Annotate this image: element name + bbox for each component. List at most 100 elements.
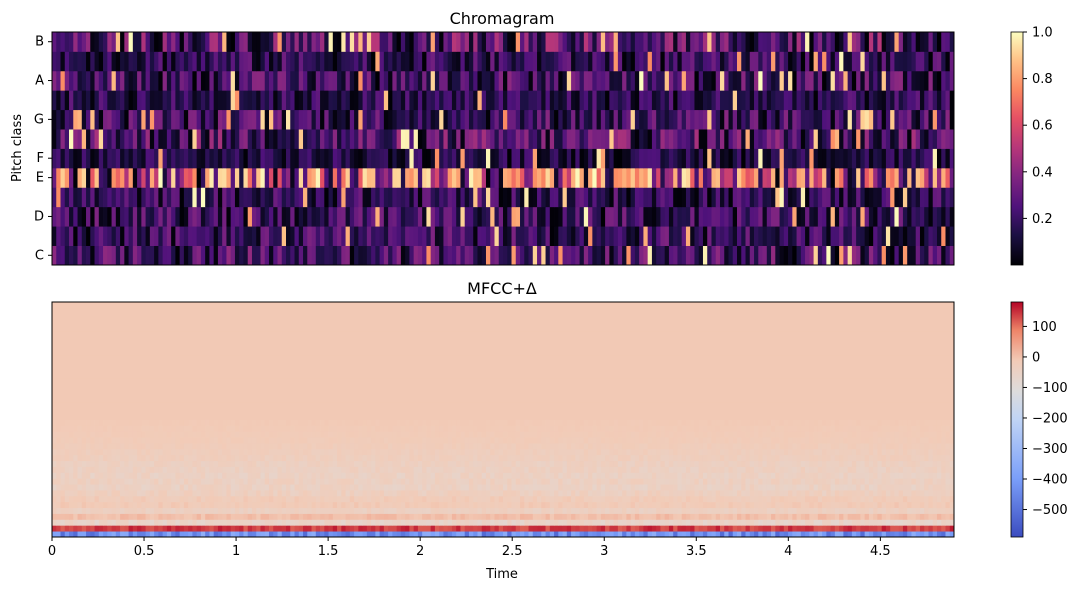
mfcc-cell: [788, 519, 793, 526]
mfcc-cell: [192, 490, 198, 497]
mfcc-cell: [634, 525, 640, 532]
mfcc-cell: [617, 501, 623, 509]
chroma-cell: [515, 51, 521, 72]
chroma-cell: [915, 148, 921, 169]
chroma-cell: [349, 245, 355, 266]
mfcc-cell: [188, 478, 193, 485]
chroma-cell: [711, 70, 717, 91]
chroma-cell: [498, 206, 504, 227]
chroma-cell: [405, 129, 410, 149]
chroma-cell: [298, 90, 304, 111]
chroma-cell: [528, 206, 534, 227]
chroma-cell: [294, 206, 300, 227]
mfcc-cell: [226, 519, 232, 526]
mfcc-cell: [451, 490, 457, 497]
chroma-cell: [145, 32, 151, 52]
chroma-cell: [222, 148, 227, 169]
chroma-cell: [494, 70, 500, 91]
chroma-cell: [417, 206, 423, 227]
chroma-cell: [847, 51, 853, 72]
chroma-cell: [800, 109, 806, 130]
chroma-cell: [685, 70, 691, 91]
chroma-cell: [537, 187, 542, 208]
mfcc-cell: [945, 525, 951, 532]
mfcc-cell: [634, 495, 640, 503]
chroma-cell: [349, 70, 355, 91]
chroma-cell: [622, 206, 627, 227]
chroma-cell: [298, 167, 304, 188]
mfcc-cell: [200, 519, 206, 526]
chroma-cell: [749, 245, 755, 266]
chroma-cell: [809, 90, 814, 111]
mfcc-cell: [766, 472, 772, 479]
chroma-cell: [409, 90, 415, 111]
chroma-cell: [345, 226, 351, 246]
mfcc-cell: [792, 531, 797, 538]
mfcc-cell: [839, 495, 844, 503]
chroma-cell: [673, 90, 678, 111]
mfcc-cell: [847, 513, 853, 520]
chroma-cell: [643, 187, 649, 208]
chroma-cell: [149, 245, 155, 266]
chroma-cell: [64, 70, 70, 91]
mfcc-cell: [732, 501, 738, 509]
chroma-cell: [541, 167, 546, 188]
chroma-cell: [307, 32, 312, 52]
chroma-cell: [754, 70, 759, 91]
chroma-cell: [477, 167, 483, 188]
mfcc-cell: [834, 490, 840, 497]
mfcc-cell: [188, 466, 193, 473]
chroma-cell: [162, 167, 168, 188]
chroma-cell: [839, 167, 844, 188]
mfcc-cell: [86, 495, 91, 503]
mfcc-cell: [626, 519, 632, 526]
mfcc-cell: [868, 501, 874, 509]
mfcc-cell: [766, 490, 772, 497]
mfcc-cell: [90, 513, 95, 520]
chroma-cell: [137, 245, 142, 266]
chroma-cell: [273, 148, 278, 169]
chroma-cell: [719, 32, 725, 52]
chroma-cell: [396, 245, 402, 266]
mfcc-cell: [541, 484, 546, 491]
chroma-cell: [132, 245, 138, 266]
chroma-cell: [64, 51, 70, 72]
chroma-cell: [588, 70, 593, 91]
chroma-cell: [422, 109, 427, 130]
chroma-cell: [545, 109, 551, 130]
chroma-cell: [847, 32, 853, 52]
chroma-cell: [154, 129, 159, 149]
chroma-cell: [813, 109, 819, 130]
chroma-cell: [873, 109, 878, 130]
chroma-cell: [188, 226, 193, 246]
mfcc-cell: [239, 484, 244, 491]
chroma-cell: [800, 206, 806, 227]
chroma-cell: [205, 187, 210, 208]
mfcc-cell: [311, 472, 317, 479]
chroma-cell: [345, 148, 351, 169]
mfcc-cell: [668, 484, 674, 491]
mfcc-cell: [664, 501, 670, 509]
chroma-cell: [779, 51, 785, 72]
chroma-cell: [485, 187, 491, 208]
mfcc-cell: [677, 513, 683, 520]
mfcc-cell: [413, 531, 419, 538]
mfcc-cell: [515, 501, 521, 509]
mfcc-cell: [132, 495, 138, 503]
chroma-cell: [719, 167, 725, 188]
chroma-cell: [800, 226, 806, 246]
mfcc-cell: [251, 466, 257, 473]
mfcc-cell: [796, 507, 802, 514]
chroma-cell: [234, 245, 240, 266]
chroma-cell: [481, 148, 487, 169]
mfcc-cell: [230, 466, 236, 473]
chroma-cell: [690, 245, 695, 266]
chroma-cell: [103, 70, 108, 91]
chroma-cell: [392, 206, 398, 227]
chroma-cell: [745, 32, 751, 52]
chroma-cell: [503, 245, 508, 266]
chroma-cell: [264, 109, 270, 130]
mfcc-cell: [345, 513, 351, 520]
mfcc-cell: [456, 490, 461, 497]
chroma-cell: [651, 206, 657, 227]
